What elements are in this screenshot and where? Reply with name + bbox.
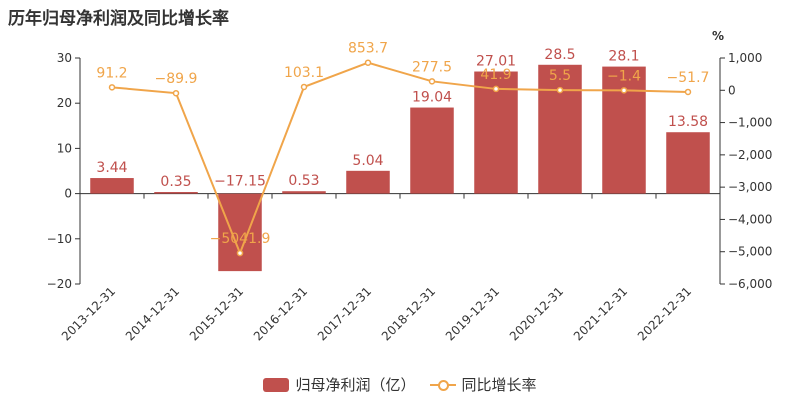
bar-data-label: 5.04 — [352, 153, 383, 169]
y-left-tick-label: −10 — [47, 232, 72, 246]
line-point — [684, 88, 692, 96]
line-point — [300, 83, 308, 91]
legend-line-label: 同比增长率 — [461, 376, 537, 394]
y-left-tick-label: 10 — [57, 141, 72, 155]
growth-line — [111, 61, 689, 256]
y-right-tick-label: −3,000 — [728, 180, 772, 194]
line-data-label: −51.7 — [667, 70, 710, 86]
bar-data-label: 13.58 — [668, 114, 708, 130]
bar-data-label: 0.35 — [160, 174, 191, 190]
x-tick-label: 2016-12-31 — [251, 284, 310, 343]
y-right-tick-label: −1,000 — [728, 116, 772, 130]
y-right-tick-label: −2,000 — [728, 148, 772, 162]
x-tick-label: 2017-12-31 — [315, 284, 374, 343]
legend-item-bar[interactable]: 归母净利润（亿） — [263, 374, 416, 395]
x-tick-label: 2019-12-31 — [443, 284, 502, 343]
y-right-tick-label: 1,000 — [728, 51, 762, 65]
bar — [410, 107, 454, 194]
y-right-tick-label: 0 — [728, 83, 736, 97]
x-tick-label: 2015-12-31 — [187, 284, 246, 343]
line-data-label: −89.9 — [155, 71, 198, 87]
y-left-tick-label: 0 — [64, 187, 72, 201]
y-left-tick-label: −20 — [47, 277, 72, 291]
bar-data-label: 28.5 — [544, 47, 575, 63]
y-right-unit: % — [712, 29, 724, 43]
bar-data-label: 28.1 — [608, 49, 639, 65]
line-data-label: 277.5 — [412, 59, 452, 75]
bar-data-label: 19.04 — [412, 90, 452, 106]
legend-line-swatch — [429, 378, 456, 392]
line-point — [492, 85, 500, 93]
legend-item-line[interactable]: 同比增长率 — [429, 374, 537, 395]
bar-data-label: 0.53 — [288, 173, 319, 189]
line-point — [620, 87, 628, 94]
bar — [218, 193, 262, 272]
line-data-label: 103.1 — [284, 65, 324, 81]
line-point — [556, 86, 564, 94]
line-point — [364, 59, 372, 66]
line-point — [428, 78, 436, 85]
line-point — [108, 84, 116, 91]
x-tick-label: 2013-12-31 — [59, 284, 118, 343]
line-point — [172, 89, 180, 97]
bar — [538, 64, 582, 194]
bar — [90, 178, 134, 194]
legend-bar-swatch — [263, 377, 290, 392]
x-tick-label: 2018-12-31 — [379, 284, 438, 343]
bar — [154, 192, 198, 194]
line-data-label: 5.5 — [549, 68, 571, 84]
bar — [346, 170, 390, 194]
bar-data-label: 3.44 — [96, 160, 127, 176]
legend-bar-label: 归母净利润（亿） — [295, 376, 416, 394]
line-data-label: 853.7 — [348, 41, 388, 57]
y-right-tick-label: −6,000 — [728, 277, 772, 291]
y-right-tick-label: −5,000 — [728, 245, 772, 259]
bar — [602, 66, 646, 194]
line-data-label: 91.2 — [96, 65, 127, 81]
line-point — [236, 249, 244, 257]
line-data-label: 41.9 — [480, 67, 511, 83]
x-tick-label: 2020-12-31 — [507, 284, 566, 343]
x-tick-label: 2021-12-31 — [571, 284, 630, 343]
bar-data-label: −17.15 — [214, 174, 266, 190]
legend: 归母净利润（亿） 同比增长率 — [0, 374, 800, 395]
y-left-tick-label: 20 — [57, 96, 72, 110]
x-tick-label: 2022-12-31 — [635, 284, 694, 343]
bar — [282, 191, 326, 194]
chart-title: 历年归母净利润及同比增长率 — [8, 9, 229, 29]
x-tick-label: 2014-12-31 — [123, 284, 182, 343]
bar-data-label: 27.01 — [476, 54, 516, 70]
y-right-tick-label: −4,000 — [728, 212, 772, 226]
line-data-label: −1.4 — [607, 68, 641, 84]
line-data-label: −5041.9 — [210, 231, 271, 247]
bar — [666, 132, 710, 194]
y-left-tick-label: 30 — [57, 51, 72, 65]
